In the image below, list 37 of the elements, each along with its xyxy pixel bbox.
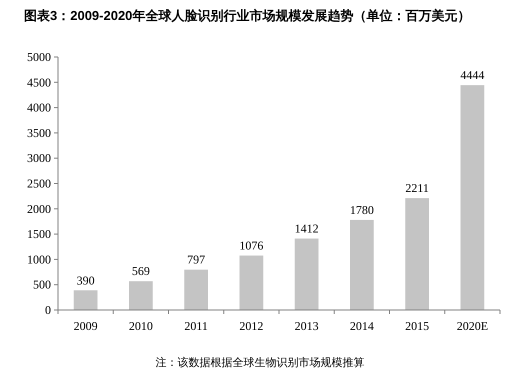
bar [184,270,208,310]
bar [74,290,98,310]
data-label: 1780 [350,202,374,217]
bar [128,281,153,310]
x-tick-label: 2013 [294,319,319,333]
y-tick-label: 1000 [27,252,51,266]
y-tick-label: 4500 [27,75,51,90]
y-tick-label: 5000 [27,50,51,64]
y-tick-label: 1500 [27,227,51,242]
data-label: 797 [187,252,206,267]
bar [239,256,264,310]
y-tick-label: 2500 [27,176,51,190]
y-tick-label: 500 [33,278,51,292]
y-tick-label: 3500 [27,126,51,140]
x-tick-label: 2020E [456,319,488,333]
x-tick-label: 2012 [239,319,264,333]
data-label: 2211 [405,181,429,196]
bar [405,198,430,310]
data-label: 4444 [460,68,484,82]
data-label: 1076 [239,238,264,253]
data-label: 1412 [294,222,319,236]
data-label: 569 [132,264,150,278]
text: 注：该数据根据全球生物识别市场规模推算 [156,356,364,369]
bar [460,85,484,310]
chart-title: 图表3：2009-2020年全球人脸识别行业市场规模发展趋势（单位：百万美元） [24,8,470,23]
data-label: 390 [76,273,95,288]
bar [294,238,319,310]
x-tick-label: 2011 [184,319,208,333]
bar [350,220,374,310]
x-tick-label: 2010 [128,319,153,333]
y-tick-label: 3000 [27,151,51,166]
x-tick-label: 2014 [350,319,374,333]
x-tick-label: 2015 [405,319,430,333]
y-tick-label: 0 [45,303,51,317]
y-tick-label: 2000 [27,202,51,216]
x-tick-label: 2009 [74,319,98,333]
y-tick-label: 4000 [27,100,51,115]
